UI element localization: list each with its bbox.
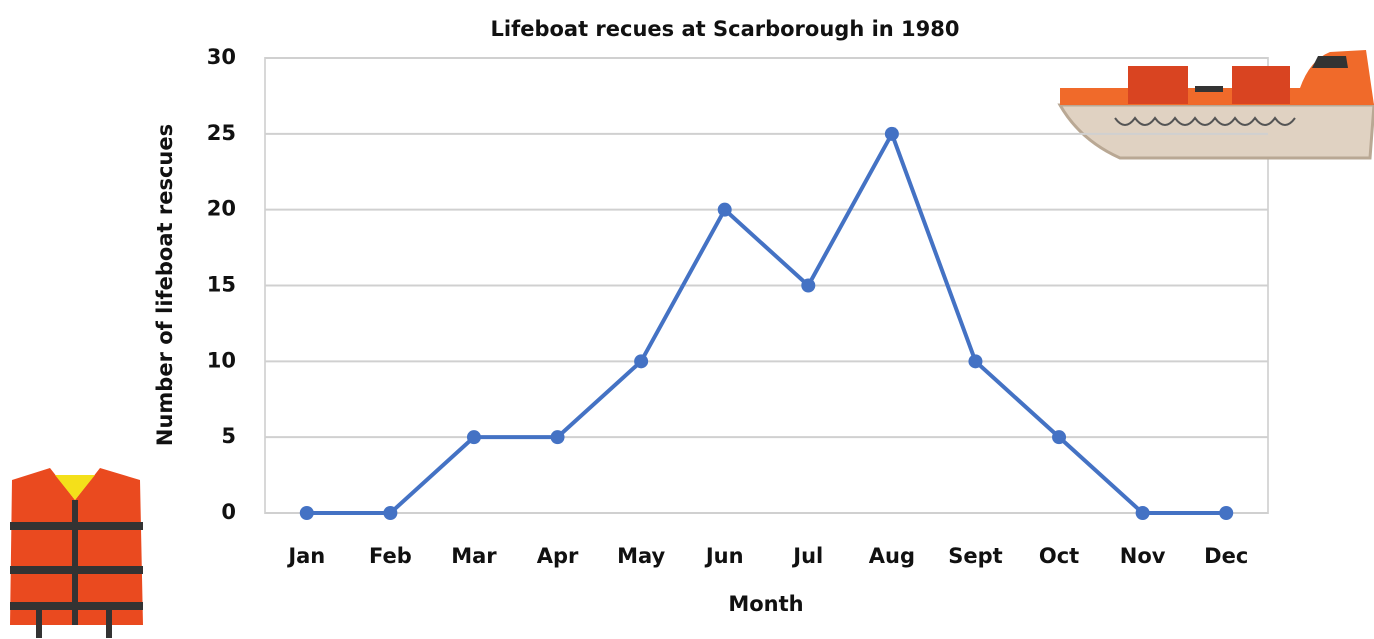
x-tick-label: Nov [1120,544,1166,568]
y-tick-label: 0 [221,500,236,524]
x-tick-label: Feb [369,544,412,568]
data-point [634,354,648,368]
y-tick-label: 15 [207,273,236,297]
data-line [307,134,1226,513]
x-tick-label: Jul [791,544,823,568]
data-point [1052,430,1066,444]
data-point [718,203,732,217]
data-point [1219,506,1233,520]
x-tick-label: Sept [948,544,1002,568]
y-axis-label: Number of lifeboat rescues [153,124,177,446]
x-tick-label: May [617,544,665,568]
x-tick-label: Jan [286,544,325,568]
lifeboat-icon [1060,50,1374,158]
x-axis-label: Month [728,592,803,616]
y-tick-label: 30 [207,45,236,69]
data-point [885,127,899,141]
x-tick-label: Mar [451,544,497,568]
x-tick-label: Oct [1039,544,1079,568]
data-point [1136,506,1150,520]
data-point [300,506,314,520]
data-point [551,430,565,444]
x-tick-label: Aug [869,544,915,568]
x-tick-label: Jun [704,544,744,568]
y-tick-label: 20 [207,197,236,221]
life-vest-icon [10,468,143,638]
data-point [383,506,397,520]
x-tick-label: Dec [1204,544,1248,568]
x-tick-label: Apr [537,544,579,568]
chart-title: Lifeboat recues at Scarborough in 1980 [490,17,959,41]
data-point [467,430,481,444]
y-tick-label: 10 [207,348,236,372]
y-tick-label: 5 [221,424,236,448]
data-point [801,279,815,293]
data-point [968,354,982,368]
y-tick-label: 25 [207,121,236,145]
chart: Lifeboat recues at Scarborough in 1980 M… [0,0,1374,639]
